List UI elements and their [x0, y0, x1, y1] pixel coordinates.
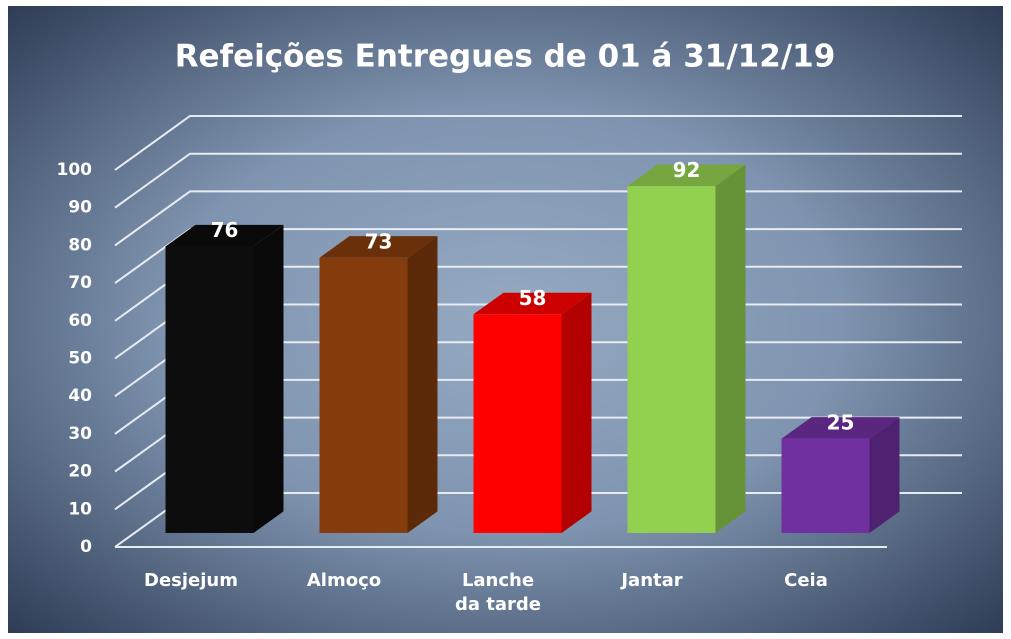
y-tick-label: 30: [68, 424, 92, 444]
data-label: 76: [211, 218, 239, 242]
x-tick-label: Jantar: [621, 570, 683, 591]
y-tick-label: 70: [68, 273, 92, 293]
bar-side: [407, 236, 438, 533]
bar: [781, 438, 870, 533]
y-tick-label: 90: [68, 198, 92, 218]
y-tick-label: 40: [68, 386, 92, 406]
bar-side: [869, 417, 900, 533]
bar-side: [253, 224, 284, 533]
y-tick-label: 20: [68, 462, 92, 482]
bar-top: [627, 164, 746, 187]
bar: [165, 246, 254, 533]
x-tick-label: Lanche da tarde: [454, 570, 542, 615]
bar-top: [165, 224, 284, 247]
bar-side: [561, 292, 592, 533]
x-tick-label: Ceia: [784, 570, 828, 591]
bar-top: [319, 236, 438, 258]
y-tick-label: 80: [68, 235, 92, 255]
y-tick-label: 50: [68, 349, 92, 369]
bar-top: [473, 292, 592, 315]
bar-side: [715, 164, 746, 533]
data-label: 73: [365, 229, 393, 253]
bar-top: [781, 417, 900, 439]
bar: [627, 186, 716, 533]
data-label: 58: [519, 286, 547, 310]
bar: [319, 257, 408, 533]
x-tick-label: Desjejum: [144, 570, 238, 591]
x-tick-label: Almoço: [306, 570, 382, 591]
grid-line: [114, 152, 962, 209]
y-tick-label: 60: [68, 311, 92, 331]
data-label: 25: [827, 410, 855, 434]
y-tick-label: 100: [57, 160, 93, 180]
data-label: 92: [673, 158, 701, 182]
y-tick-label: 0: [80, 537, 92, 557]
chart-title: Refeições Entregues de 01 á 31/12/19: [175, 39, 836, 75]
grid-line: [114, 115, 962, 171]
bar: [473, 314, 562, 533]
y-tick-label: 10: [68, 499, 92, 519]
